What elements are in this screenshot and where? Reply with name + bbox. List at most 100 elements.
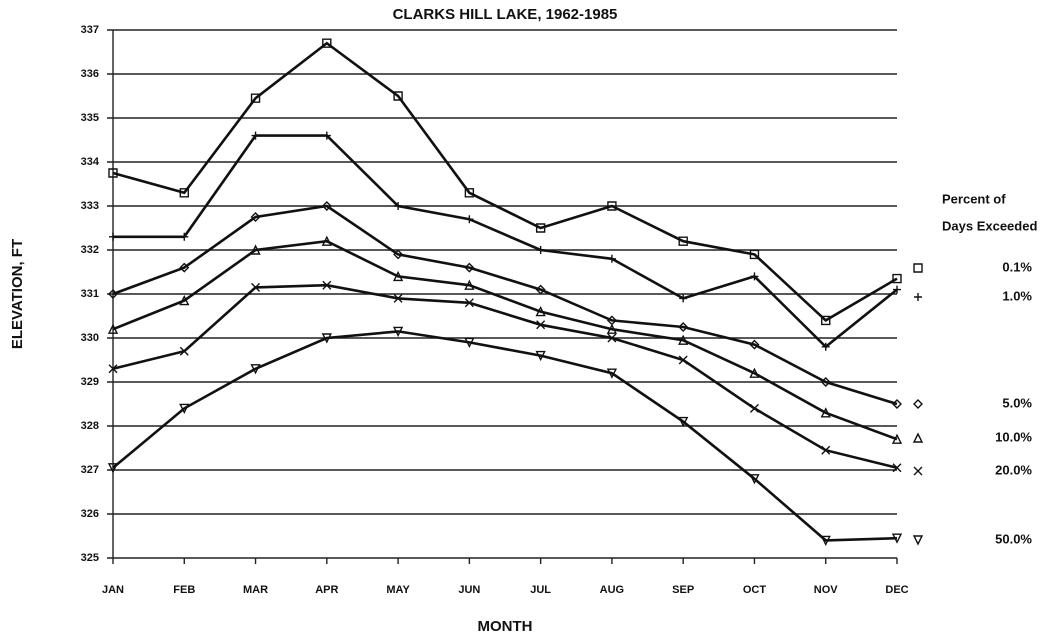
data-point (392, 270, 404, 282)
data-point (464, 262, 475, 273)
y-tick-label: 328 (81, 420, 99, 432)
data-point (820, 377, 831, 387)
data-point (535, 350, 546, 362)
data-point (750, 272, 759, 281)
data-point (250, 93, 261, 103)
data-point (678, 322, 689, 332)
legend-symbol (912, 432, 924, 443)
data-point (821, 445, 831, 455)
data-point (820, 407, 831, 418)
x-tick-label: FEB (173, 584, 195, 596)
x-tick-label: JAN (102, 584, 124, 596)
data-point (535, 223, 546, 233)
data-point (678, 355, 688, 365)
x-tick-label: SEP (672, 584, 694, 596)
legend-title: Days Exceeded (942, 218, 1037, 233)
data-point (678, 334, 689, 345)
data-point (535, 284, 546, 295)
data-point (891, 433, 903, 444)
data-point (892, 273, 902, 284)
data-point (321, 235, 332, 246)
data-point (892, 463, 902, 473)
y-tick-label: 327 (81, 464, 99, 476)
x-tick-label: JUN (458, 584, 480, 596)
data-point (393, 91, 403, 101)
data-point (464, 337, 475, 348)
y-tick-label: 329 (81, 376, 99, 388)
y-axis-label: ELEVATION, FT (9, 239, 26, 349)
data-point (250, 364, 261, 375)
y-tick-label: 330 (81, 332, 99, 344)
data-point (464, 298, 474, 308)
data-point (322, 280, 332, 290)
y-tick-label: 332 (81, 244, 99, 256)
data-point (392, 326, 404, 337)
data-point (321, 333, 332, 344)
legend-symbol (912, 535, 924, 546)
data-point (179, 295, 190, 306)
data-point (393, 293, 403, 303)
legend-label: 10.0% (995, 429, 1032, 444)
data-point (109, 232, 117, 241)
series-line (112, 204, 898, 406)
legend-title: Percent of (942, 191, 1006, 206)
data-point (251, 131, 260, 140)
data-point (749, 403, 759, 413)
x-tick-label: MAR (243, 584, 268, 596)
legend-symbol (914, 293, 922, 301)
data-point (250, 244, 261, 255)
data-point (393, 249, 404, 260)
x-tick-label: APR (315, 584, 338, 596)
data-point (892, 399, 902, 409)
data-point (179, 346, 189, 356)
series-line (112, 41, 898, 323)
series-line (112, 330, 898, 542)
y-tick-label: 336 (81, 68, 99, 80)
x-tick-label: OCT (743, 584, 767, 596)
data-point (606, 368, 618, 379)
data-point (250, 212, 261, 222)
data-point (891, 533, 903, 544)
data-point (107, 463, 119, 474)
data-point (893, 285, 901, 294)
y-tick-label: 337 (81, 24, 99, 36)
data-point (749, 474, 760, 485)
data-point (179, 403, 190, 414)
legend-label: 50.0% (995, 531, 1032, 546)
y-tick-label: 331 (81, 288, 99, 300)
x-tick-label: AUG (600, 584, 624, 596)
series-line (112, 239, 898, 441)
data-point (108, 289, 118, 299)
data-point (321, 201, 332, 211)
data-point (322, 131, 331, 140)
data-point (607, 333, 617, 343)
x-axis-label: MONTH (478, 618, 533, 635)
data-point (180, 232, 189, 241)
data-point (679, 294, 688, 303)
data-point (464, 188, 475, 198)
data-point (394, 202, 403, 210)
data-point (536, 320, 546, 330)
legend-label: 5.0% (1002, 395, 1032, 410)
data-point (749, 367, 760, 378)
x-tick-label: MAY (386, 584, 410, 596)
data-point (107, 323, 119, 334)
data-point (821, 315, 831, 326)
legend-symbol (913, 263, 923, 273)
legend-label: 0.1% (1002, 259, 1032, 274)
data-point (749, 339, 760, 350)
x-tick-label: JUL (530, 584, 551, 596)
legend-symbol (913, 466, 923, 476)
data-point (678, 416, 689, 428)
x-tick-label: NOV (814, 584, 839, 596)
y-tick-label: 333 (81, 200, 99, 212)
data-point (322, 38, 332, 48)
chart-title: CLARKS HILL LAKE, 1962-1985 (393, 6, 618, 23)
y-tick-label: 326 (81, 508, 99, 520)
legend-symbol (913, 399, 923, 409)
data-point (108, 364, 118, 374)
data-point (607, 254, 616, 263)
data-point (749, 249, 760, 260)
data-point (820, 535, 831, 546)
